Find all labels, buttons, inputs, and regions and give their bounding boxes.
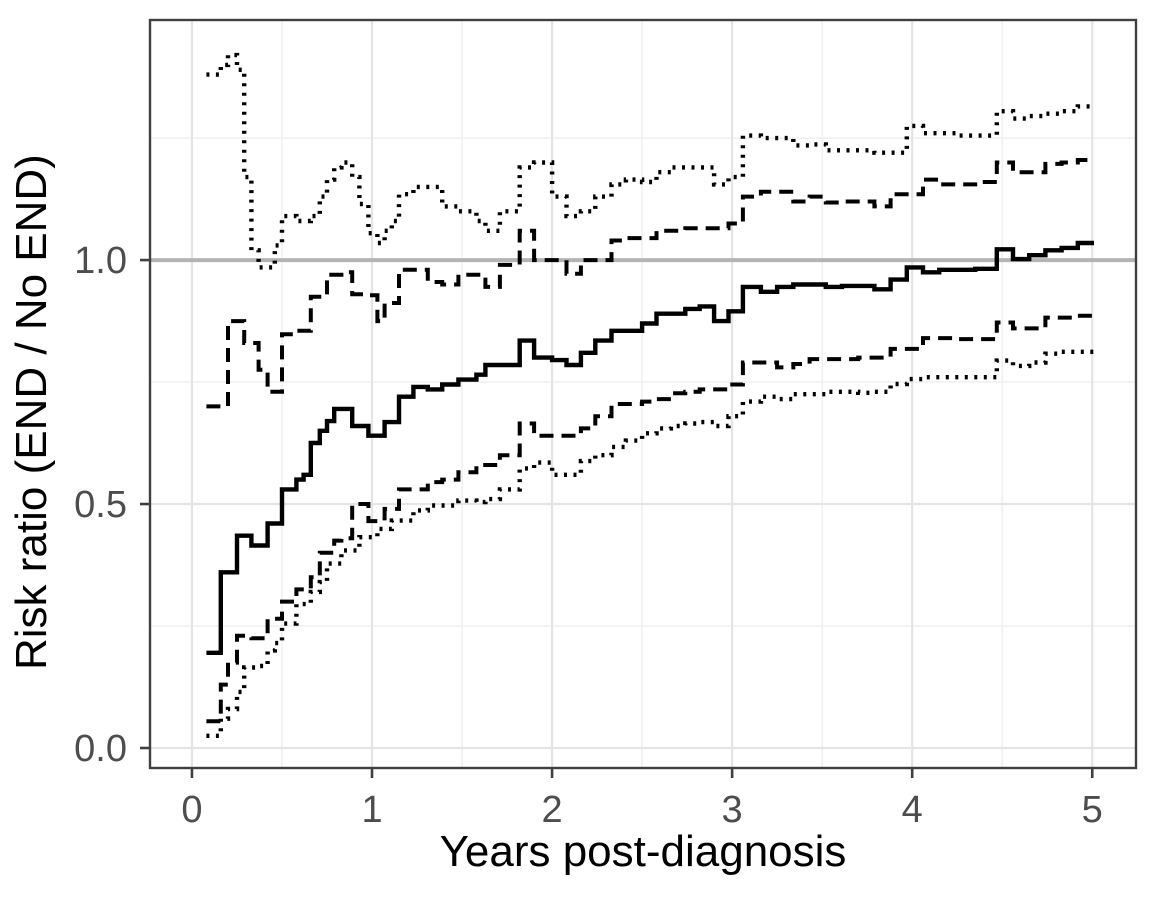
panel-border bbox=[148, 18, 1138, 770]
x-tick-label: 3 bbox=[722, 789, 743, 831]
x-tick-label: 2 bbox=[542, 789, 563, 831]
series-lower-bound-dashed-line bbox=[206, 313, 1094, 724]
series-upper-bound-dashed-line bbox=[206, 158, 1094, 409]
series-upper-bound-dotted-line bbox=[206, 52, 1094, 270]
y-tick-label: 0.0 bbox=[74, 728, 127, 770]
x-axis-title: Years post-diagnosis bbox=[439, 827, 847, 876]
y-axis-title: Risk ratio (END / No END) bbox=[7, 154, 56, 670]
x-tick-label: 5 bbox=[1082, 789, 1103, 831]
y-tick-label: 0.5 bbox=[74, 484, 127, 526]
x-tick-label: 4 bbox=[902, 789, 923, 831]
series-risk-ratio-line bbox=[206, 240, 1094, 655]
panel-background bbox=[150, 20, 1136, 768]
y-tick-label: 1.0 bbox=[74, 240, 127, 282]
x-tick-label: 1 bbox=[361, 789, 382, 831]
x-tick-label: 0 bbox=[181, 789, 202, 831]
